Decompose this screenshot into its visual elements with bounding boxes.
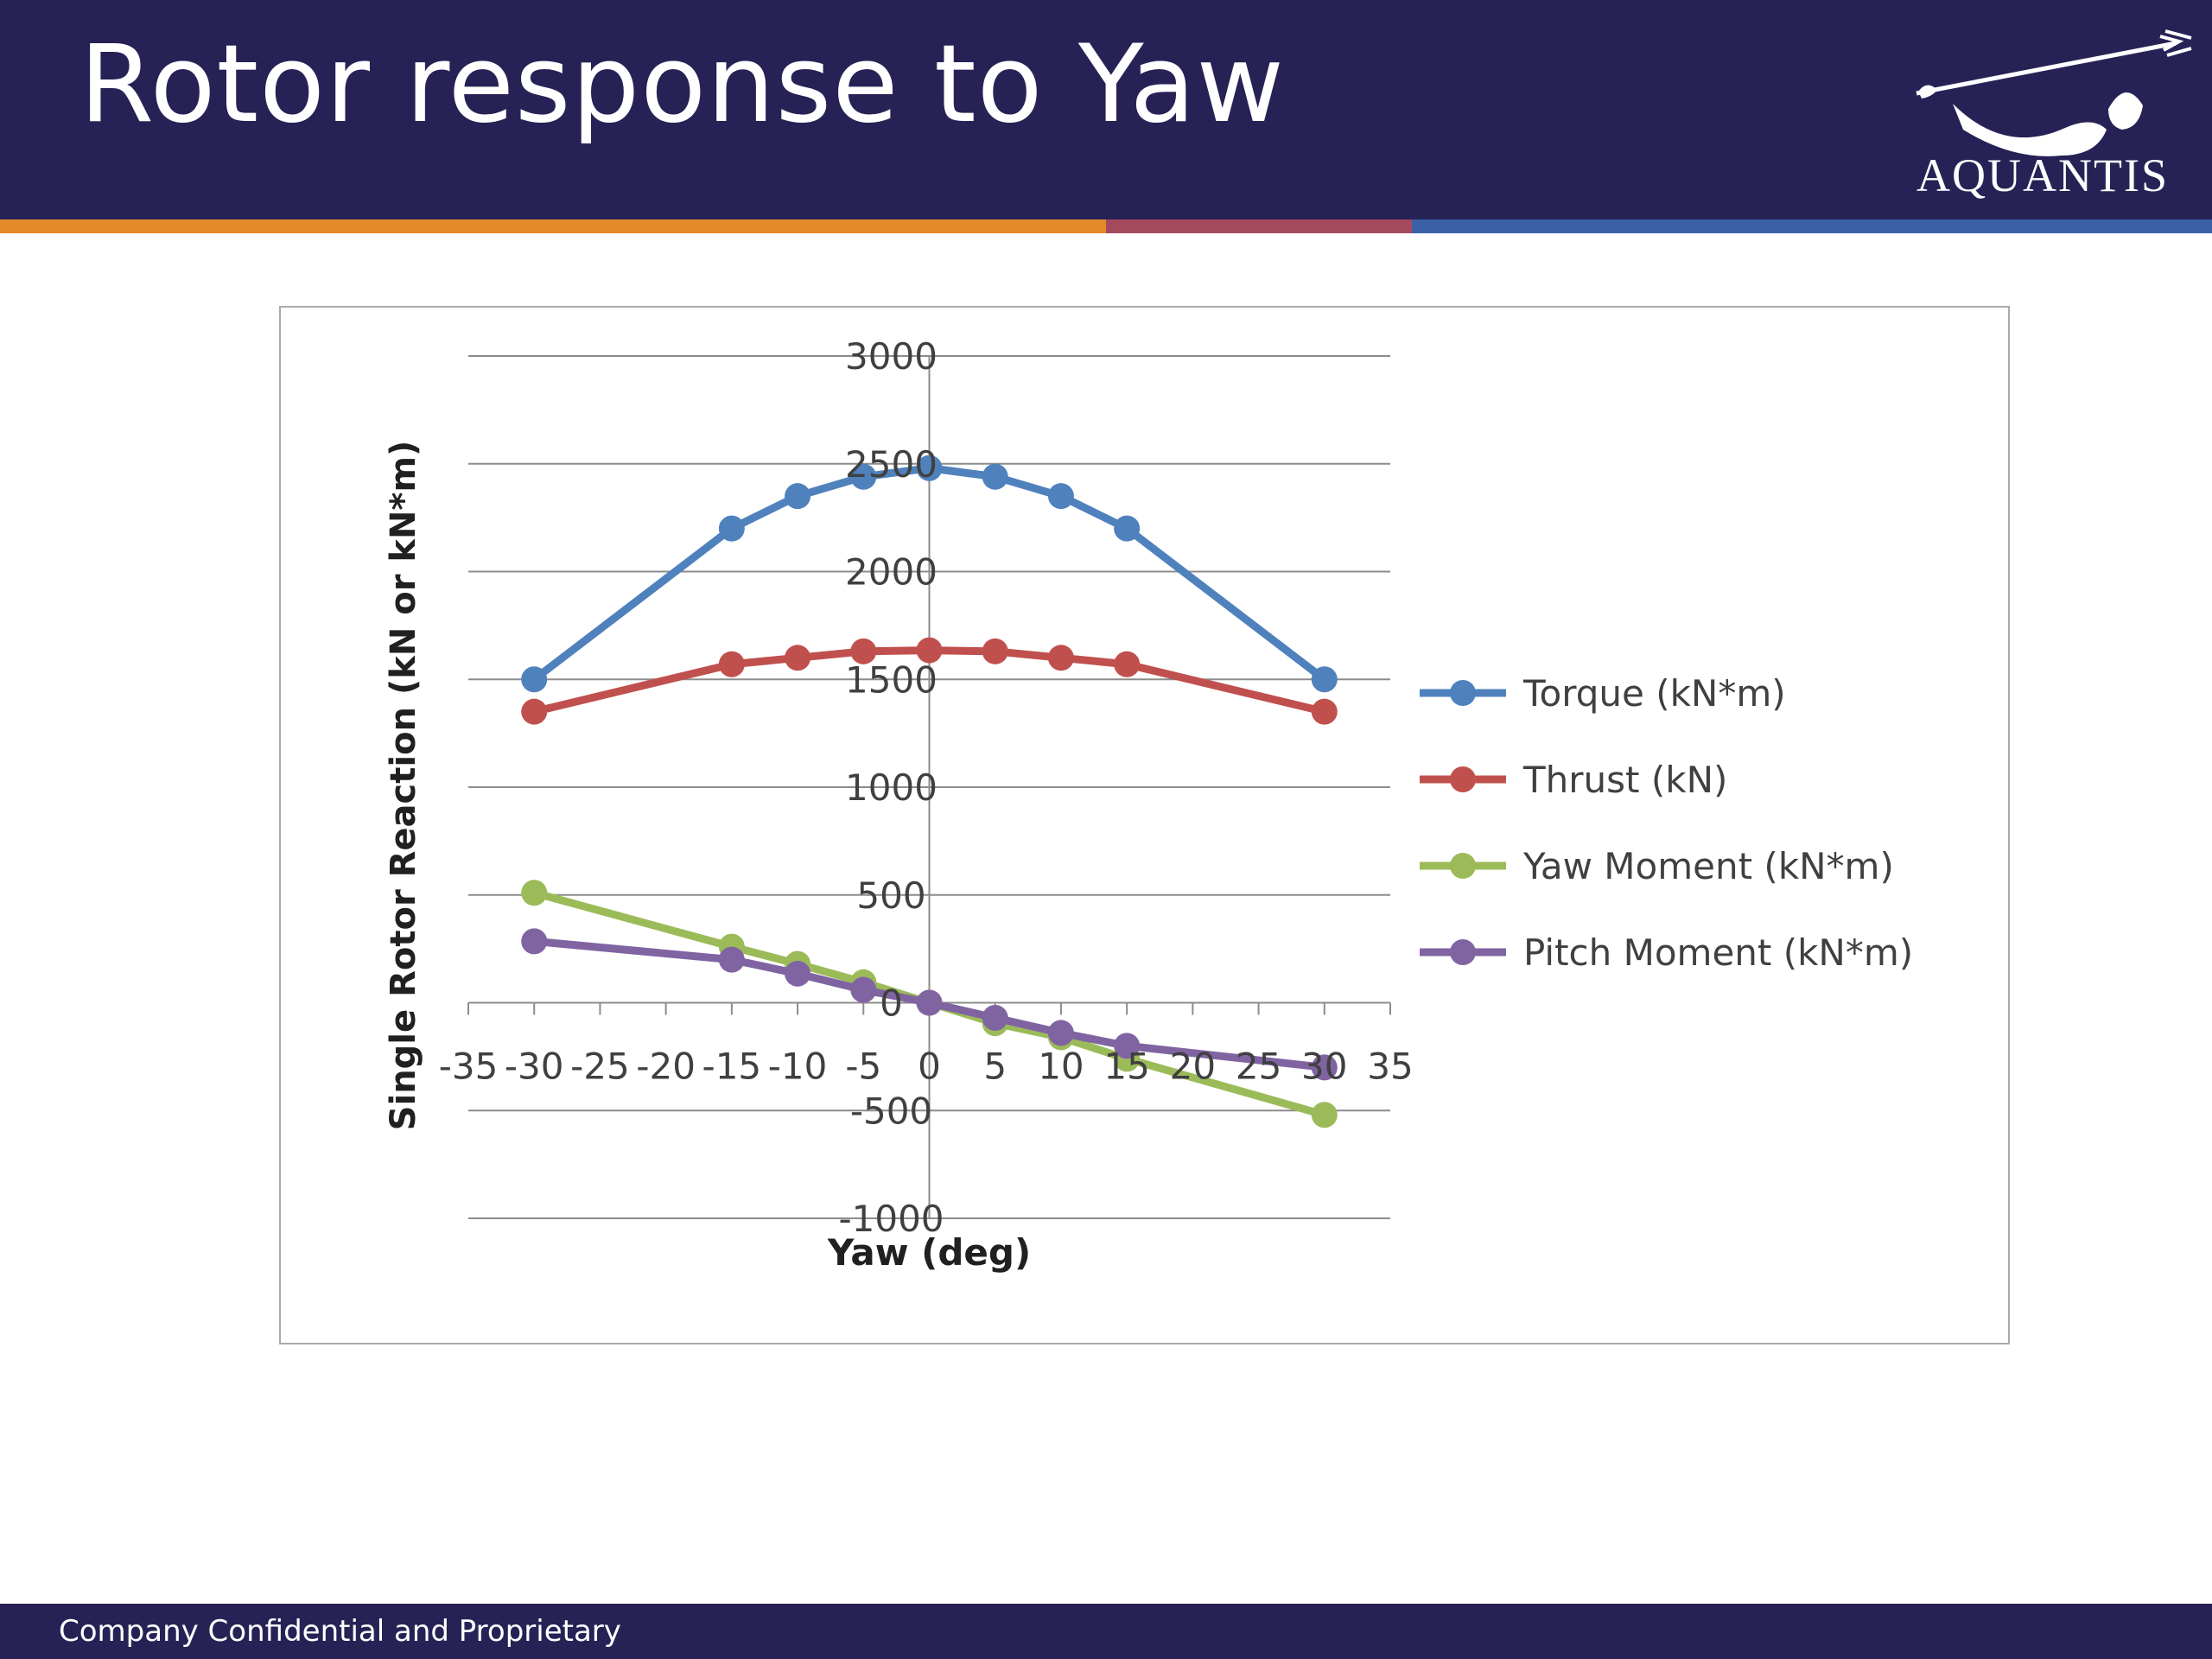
data-point: [785, 483, 811, 510]
y-tick-label: 1000: [845, 766, 938, 809]
x-tick-label: 30: [1301, 1046, 1347, 1088]
slide-title: Rotor response to Yaw: [79, 22, 1285, 147]
stripe-orange: [0, 219, 1106, 233]
x-tick-label: 5: [983, 1046, 1007, 1088]
x-tick-label: -10: [768, 1046, 828, 1088]
legend-label: Yaw Moment (kN*m): [1522, 845, 1894, 887]
trident-logo-icon: [1916, 29, 2192, 156]
data-point: [718, 946, 745, 973]
data-point: [785, 645, 811, 671]
data-point: [916, 637, 943, 664]
data-point: [1311, 666, 1338, 693]
x-tick-label: -35: [439, 1046, 499, 1088]
data-point: [1311, 1054, 1338, 1081]
slide-header: Rotor response to Yaw AQUANTIS: [0, 0, 2212, 219]
x-tick-label: 0: [918, 1046, 941, 1088]
data-point: [521, 928, 548, 955]
data-point: [521, 666, 548, 693]
data-point: [982, 1004, 1008, 1031]
y-tick-label: 2500: [845, 443, 938, 486]
data-point: [1311, 698, 1338, 725]
legend-marker: [1450, 766, 1476, 792]
y-axis-title: Single Rotor Reaction (kN or kN*m): [384, 441, 423, 1131]
data-point: [916, 454, 943, 481]
data-point: [718, 651, 745, 677]
data-point: [785, 960, 811, 987]
data-point: [521, 698, 548, 725]
data-point: [1047, 483, 1074, 510]
y-tick-label: -1000: [838, 1198, 944, 1240]
slide-footer: Company Confidential and Proprietary: [0, 1604, 2212, 1659]
data-point: [982, 638, 1008, 664]
data-point: [850, 463, 877, 490]
data-point: [1047, 645, 1074, 671]
legend-label: Thrust (kN): [1522, 759, 1727, 801]
data-point: [1114, 651, 1141, 677]
x-tick-label: -25: [570, 1046, 630, 1088]
data-point: [850, 976, 877, 1003]
stripe-blue: [1412, 219, 2212, 233]
x-tick-label: 20: [1170, 1046, 1216, 1088]
data-point: [1047, 1020, 1074, 1046]
x-tick-label: 15: [1103, 1046, 1149, 1088]
data-point: [850, 638, 877, 664]
logo-text: AQUANTIS: [1916, 149, 2169, 201]
data-point: [521, 880, 548, 906]
chart-frame: [279, 306, 2010, 1344]
x-tick-label: -30: [505, 1046, 564, 1088]
legend-marker: [1450, 680, 1476, 706]
x-tick-label: 35: [1367, 1046, 1413, 1088]
legend-marker: [1450, 939, 1476, 965]
footer-text: Company Confidential and Proprietary: [59, 1614, 621, 1649]
y-tick-label: 1500: [845, 658, 938, 701]
y-tick-label: 3000: [845, 335, 938, 378]
x-tick-label: 25: [1236, 1046, 1281, 1088]
x-tick-label: 10: [1038, 1046, 1084, 1088]
x-tick-label: -20: [636, 1046, 696, 1088]
y-tick-label: 0: [880, 982, 903, 1025]
data-point: [982, 463, 1008, 490]
data-point: [1311, 1102, 1338, 1128]
data-point: [1114, 515, 1141, 542]
legend-label: Torque (kN*m): [1522, 672, 1786, 715]
x-tick-label: -5: [845, 1046, 881, 1088]
data-point: [916, 989, 943, 1016]
data-point: [718, 515, 745, 542]
stripe-mauve: [1106, 219, 1412, 233]
y-tick-label: 2000: [845, 551, 938, 594]
y-tick-label: 500: [856, 874, 925, 917]
legend-label: Pitch Moment (kN*m): [1523, 931, 1913, 974]
data-point: [1114, 1033, 1141, 1059]
x-tick-label: -15: [702, 1046, 762, 1088]
y-tick-label: -500: [850, 1090, 932, 1132]
x-axis-title: Yaw (deg): [827, 1231, 1031, 1274]
legend-marker: [1450, 853, 1476, 879]
